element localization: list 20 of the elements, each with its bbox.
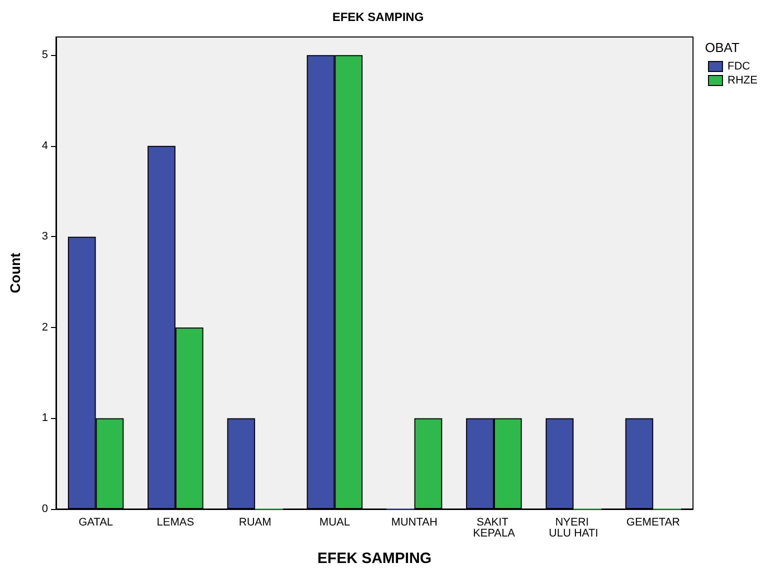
y-tick-label: 4 xyxy=(42,140,48,152)
legend-label: FDC xyxy=(728,60,750,72)
x-tick-label: MUNTAH xyxy=(391,516,438,528)
x-tick-label: SAKIT KEPALA xyxy=(472,516,516,540)
x-tick-label: RUAM xyxy=(238,516,272,528)
x-tick-label: LEMAS xyxy=(156,516,194,528)
y-tick-label: 3 xyxy=(42,230,48,243)
y-tick-label: 5 xyxy=(42,49,48,62)
x-tick-label: GEMETAR xyxy=(626,516,680,528)
x-tick-label: NYERI ULU HATI xyxy=(548,516,598,540)
x-tick-label: GATAL xyxy=(78,516,114,528)
legend-label: RHZE xyxy=(728,74,758,86)
y-tick-label: 1 xyxy=(42,412,48,424)
x-axis-title: EFEK SAMPING xyxy=(317,550,432,567)
y-tick-label: 2 xyxy=(42,321,48,334)
y-axis-title: Count xyxy=(7,252,23,294)
chart-title: EFEK SAMPING xyxy=(332,10,424,24)
y-tick-label: 0 xyxy=(42,503,48,515)
legend-title: OBAT xyxy=(705,40,740,55)
x-tick-label: MUAL xyxy=(319,516,350,528)
